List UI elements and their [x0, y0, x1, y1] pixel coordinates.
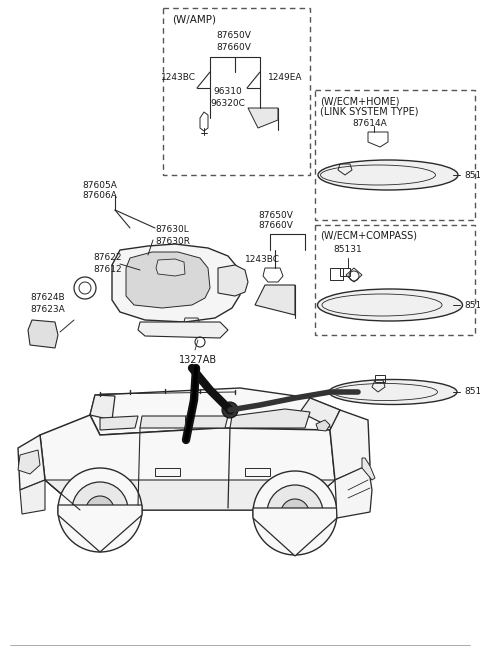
Circle shape — [267, 485, 323, 541]
Circle shape — [253, 471, 337, 555]
Bar — [375, 375, 385, 382]
Polygon shape — [140, 416, 228, 428]
Polygon shape — [156, 259, 185, 276]
Text: 87660V: 87660V — [258, 221, 293, 231]
Polygon shape — [45, 480, 335, 510]
Text: 85131: 85131 — [334, 246, 362, 255]
Text: 87606A: 87606A — [82, 191, 117, 200]
Text: 85101: 85101 — [464, 300, 480, 310]
Polygon shape — [300, 398, 340, 428]
Polygon shape — [218, 265, 248, 296]
Text: 96320C: 96320C — [211, 99, 245, 108]
Text: (LINK SYSTEM TYPE): (LINK SYSTEM TYPE) — [320, 107, 419, 117]
Text: 87622: 87622 — [93, 253, 121, 263]
Circle shape — [281, 499, 309, 527]
Bar — [155, 468, 180, 476]
Bar — [163, 8, 310, 175]
Circle shape — [222, 402, 238, 418]
Text: 87624B: 87624B — [30, 293, 65, 302]
Text: 87650V: 87650V — [258, 210, 293, 219]
Polygon shape — [253, 508, 337, 556]
Text: 87614A: 87614A — [353, 119, 387, 129]
Text: 87630R: 87630R — [155, 236, 190, 246]
Bar — [245, 468, 270, 476]
Text: (W/ECM+HOME): (W/ECM+HOME) — [320, 96, 399, 106]
Text: 87630L: 87630L — [155, 225, 189, 234]
Circle shape — [72, 482, 128, 538]
Text: 87623A: 87623A — [30, 304, 65, 313]
Text: (W/ECM+COMPASS): (W/ECM+COMPASS) — [320, 231, 417, 241]
Text: (W/AMP): (W/AMP) — [172, 14, 216, 24]
Polygon shape — [40, 415, 335, 510]
Polygon shape — [335, 465, 372, 518]
Polygon shape — [316, 420, 330, 431]
Bar — [315, 225, 475, 335]
Polygon shape — [362, 458, 375, 480]
Polygon shape — [138, 322, 228, 338]
Polygon shape — [112, 244, 240, 322]
Polygon shape — [20, 480, 45, 514]
Text: 96310: 96310 — [214, 88, 242, 97]
Text: 1243BC: 1243BC — [245, 255, 280, 264]
Text: 1327AB: 1327AB — [179, 355, 217, 365]
Polygon shape — [100, 416, 138, 430]
Ellipse shape — [318, 160, 458, 190]
Ellipse shape — [329, 379, 457, 404]
Polygon shape — [90, 395, 115, 420]
Bar — [340, 268, 350, 276]
Polygon shape — [90, 388, 340, 435]
Text: 1243BC: 1243BC — [161, 74, 196, 82]
Text: 87650V: 87650V — [216, 31, 252, 40]
Circle shape — [86, 496, 114, 524]
Circle shape — [226, 406, 234, 414]
Text: 87605A: 87605A — [82, 180, 117, 189]
Polygon shape — [248, 108, 278, 128]
Polygon shape — [28, 320, 58, 348]
Polygon shape — [18, 435, 45, 490]
Text: 87612: 87612 — [93, 264, 121, 274]
Text: 87660V: 87660V — [216, 42, 252, 52]
Circle shape — [58, 468, 142, 552]
Polygon shape — [255, 285, 295, 315]
Polygon shape — [58, 505, 142, 552]
Polygon shape — [230, 409, 310, 428]
Polygon shape — [126, 252, 210, 308]
Bar — [315, 90, 475, 220]
Ellipse shape — [317, 289, 463, 321]
Polygon shape — [18, 450, 40, 474]
Text: 1249EA: 1249EA — [268, 74, 302, 82]
Text: 85101: 85101 — [464, 387, 480, 396]
Text: 85101: 85101 — [464, 170, 480, 180]
Polygon shape — [330, 410, 370, 480]
